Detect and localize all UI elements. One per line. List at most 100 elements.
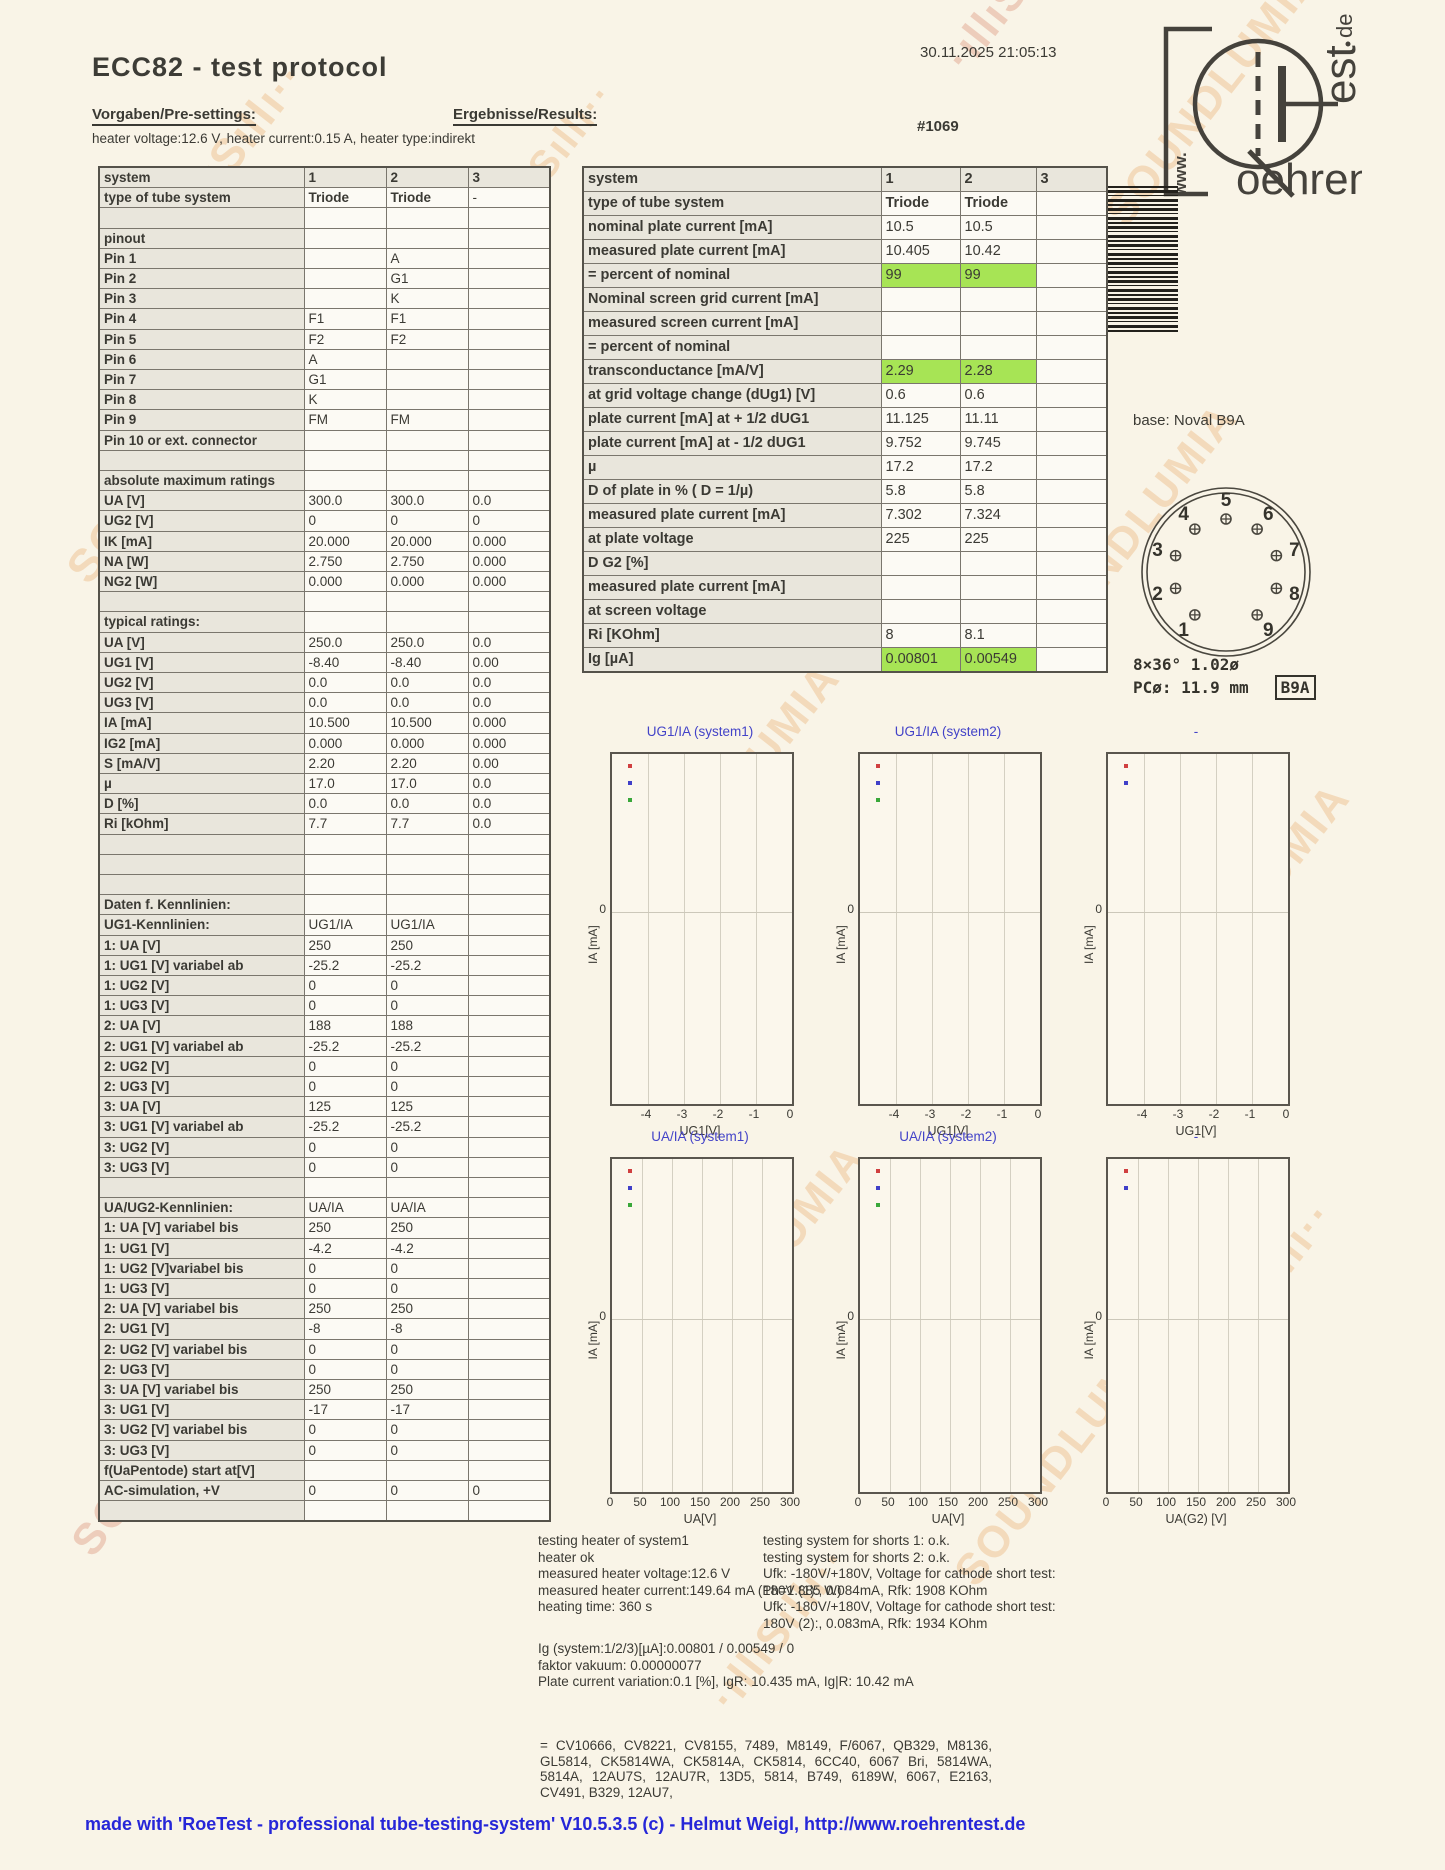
table-row: Pin 5 F2 F2 — [98, 328, 551, 350]
value-cell: F2 — [303, 328, 387, 350]
value-cell: 10.5 — [959, 215, 1037, 240]
logo-est-text: est — [1316, 45, 1362, 104]
row-label-cell: typical ratings: — [98, 611, 305, 633]
table-row: plate current [mA] at - 1/2 dUG1 9.752 9.7… — [582, 431, 1108, 456]
value-cell — [303, 288, 387, 310]
table-row: µ 17.2 17.2 — [582, 455, 1108, 480]
table-row: 1: UG1 [V] -4.2 -4.2 — [98, 1237, 551, 1259]
socket-pin: 7 — [1270, 540, 1300, 562]
value-cell: 0.000 — [467, 550, 551, 573]
value-cell: 0 — [303, 1439, 387, 1461]
value-cell — [467, 1237, 551, 1259]
row-label-cell: 3: UA [V] — [98, 1096, 305, 1118]
x-axis-tick: -2 — [960, 1107, 972, 1121]
value-cell — [467, 348, 551, 371]
table-row: UA [V] 300.0 300.0 0.0 — [98, 490, 551, 512]
note-line: heater ok — [538, 1549, 595, 1565]
x-axis-label: UA[V] — [683, 1512, 717, 1526]
table-header-row: system 1 2 3 — [98, 166, 551, 189]
value-cell: 0 — [385, 1480, 469, 1502]
gridline-vertical — [1216, 754, 1217, 1104]
gridline-vertical — [762, 1159, 763, 1492]
row-label-cell: Pin 4 — [98, 308, 305, 330]
value-cell — [959, 287, 1037, 312]
value-cell: 99 — [880, 263, 961, 288]
value-cell: Triode — [385, 187, 469, 209]
value-cell: -4.2 — [385, 1237, 469, 1259]
table-row: UG2 [V] 0.0 0.0 0.0 — [98, 672, 551, 694]
value-cell: 0.000 — [385, 571, 469, 593]
value-cell: G1 — [385, 267, 469, 290]
value-cell: 250 — [385, 1217, 469, 1239]
value-cell: UA/IA — [303, 1197, 387, 1219]
table-row: 2: UA [V] variabel bis 250 250 — [98, 1298, 551, 1320]
gridline-zero — [1108, 911, 1288, 913]
gridline-vertical — [1252, 754, 1253, 1104]
row-label-cell: 2: UG1 [V] variabel ab — [98, 1035, 305, 1057]
x-axis-tick: 300 — [1027, 1495, 1049, 1509]
footer-credit: made with 'RoeTest - professional tube-t… — [85, 1814, 1026, 1834]
y-axis-tick: 0 — [847, 1308, 854, 1323]
x-axis-tick: 300 — [779, 1495, 801, 1509]
table-row — [98, 853, 551, 876]
value-cell: 9.745 — [959, 431, 1037, 456]
presets-heading: Vorgaben/Pre-settings: — [92, 106, 256, 126]
value-cell — [385, 833, 469, 855]
value-cell — [385, 611, 469, 633]
row-label-cell: Ig [µA] — [582, 647, 882, 673]
value-cell — [467, 1177, 551, 1199]
value-cell — [303, 267, 387, 290]
value-cell — [1035, 551, 1108, 576]
row-label-cell: UA [V] — [98, 490, 305, 512]
chart-title: UG1/IA (system1) — [646, 724, 754, 739]
chart-title: - — [1193, 724, 1199, 739]
row-label-cell: absolute maximum ratings — [98, 470, 305, 492]
value-cell — [303, 429, 387, 451]
value-cell — [1035, 599, 1108, 624]
x-axis-tick: 300 — [1275, 1495, 1297, 1509]
value-cell: 0 — [303, 1278, 387, 1300]
value-cell: 0.0 — [385, 672, 469, 694]
value-cell: 0.000 — [467, 571, 551, 593]
value-cell — [880, 575, 961, 600]
socket-ring — [1141, 487, 1311, 657]
table-row — [98, 591, 551, 613]
value-cell: 0.000 — [303, 571, 387, 593]
legend-dot — [628, 1203, 632, 1207]
table-row: UA [V] 250.0 250.0 0.0 — [98, 631, 551, 653]
value-cell — [303, 853, 387, 876]
row-label-cell: transconductance [mA/V] — [582, 359, 882, 384]
value-cell — [467, 227, 551, 249]
y-axis-label: IA [mA] — [834, 1320, 848, 1360]
x-axis-label: UG1[V] — [1175, 1124, 1217, 1138]
value-cell: 2.750 — [303, 550, 387, 573]
value-cell: 300.0 — [303, 490, 387, 512]
legend-dot — [876, 764, 880, 768]
value-cell — [303, 247, 387, 270]
table-row: Pin 7 G1 — [98, 369, 551, 391]
value-cell: 0 — [303, 510, 387, 532]
row-label-cell: Pin 6 — [98, 348, 305, 371]
value-cell: 10.42 — [959, 239, 1037, 264]
table-row: Pin 10 or ext. connector — [98, 429, 551, 451]
gridline-vertical — [968, 754, 969, 1104]
value-cell — [467, 975, 551, 997]
value-cell: 2.750 — [385, 550, 469, 573]
note-line: testing heater of system1 — [538, 1533, 689, 1548]
value-cell — [467, 995, 551, 1017]
value-cell: -8 — [385, 1318, 469, 1340]
value-cell — [385, 369, 469, 391]
value-cell — [467, 308, 551, 330]
value-cell — [1035, 383, 1108, 408]
value-cell: -25.2 — [385, 1116, 469, 1138]
value-cell — [467, 894, 551, 916]
table-row: D of plate in % ( D = 1/µ) 5.8 5.8 — [582, 479, 1108, 504]
value-cell — [385, 348, 469, 371]
socket-pin: 6 — [1251, 504, 1274, 535]
table-row: 3: UG3 [V] 0 0 — [98, 1439, 551, 1461]
value-cell — [959, 311, 1037, 336]
value-cell — [303, 611, 387, 633]
value-cell: 11.11 — [959, 407, 1037, 432]
value-cell: 0.00 — [467, 752, 551, 775]
